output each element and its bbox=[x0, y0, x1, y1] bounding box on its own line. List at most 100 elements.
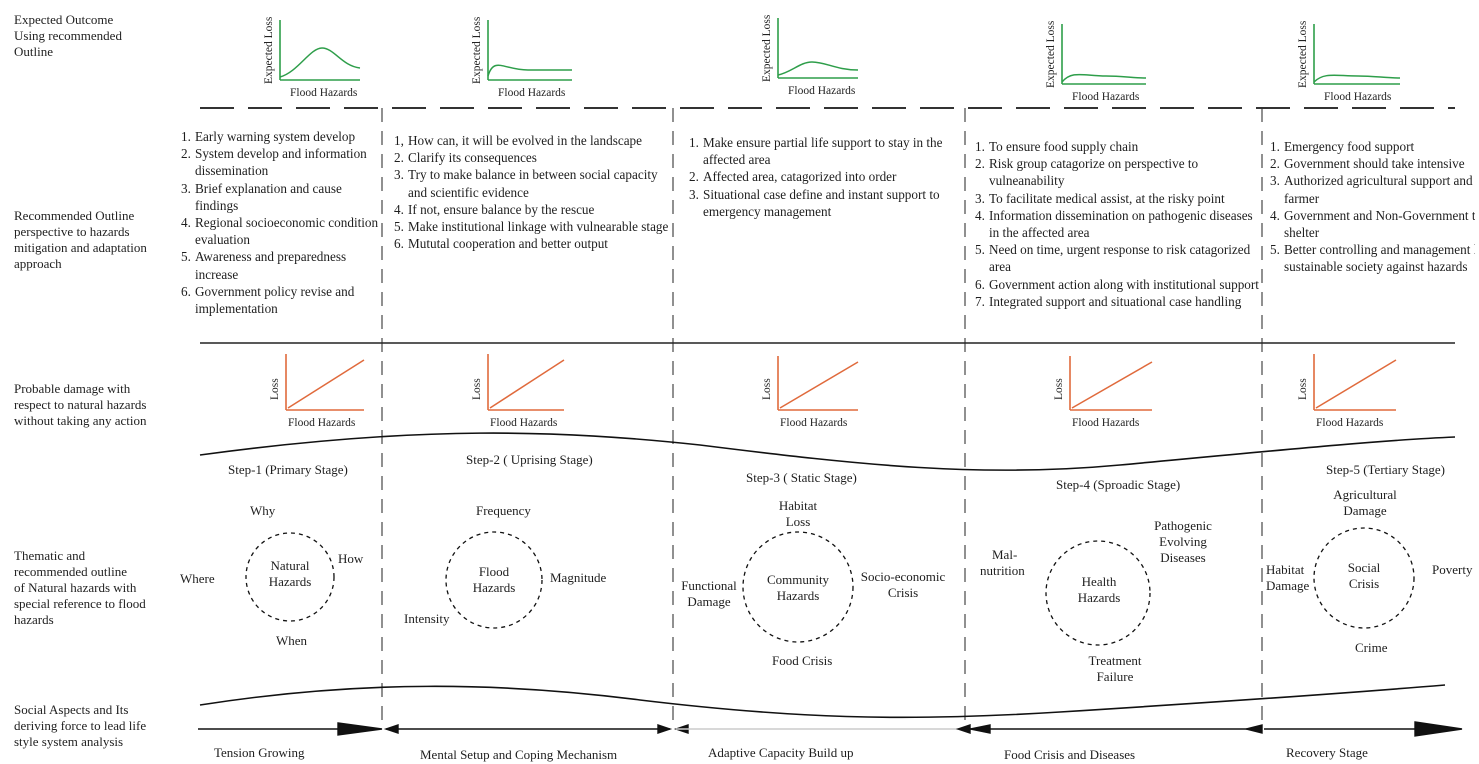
theme-circle-natural bbox=[245, 532, 335, 622]
list-item: 2. Affected area, catagorized into order bbox=[689, 169, 897, 185]
list-item: 1. Emergency food support bbox=[1270, 139, 1415, 154]
row-label-social-aspects: Social Aspects and Its deriving force to… bbox=[14, 702, 147, 749]
expected-chart-x-label: Flood Hazards bbox=[290, 87, 358, 99]
list-item: 6. Government action along with instituti… bbox=[975, 276, 1259, 292]
list-item: 5. Make institutional linkage with vulnea… bbox=[394, 219, 669, 235]
recommendation-list-2: 1, How can, it will be evolved in the lan… bbox=[394, 132, 670, 252]
theme-label-agricultural-damage: Agricultural Damage bbox=[1333, 487, 1397, 518]
damage-chart-y-label: Loss bbox=[1297, 378, 1309, 400]
damage-chart-line bbox=[287, 359, 365, 409]
list-item: 7. Integrated support and situational cas… bbox=[975, 293, 1242, 309]
expected-chart-1: Flood Hazards Expected Loss bbox=[263, 16, 361, 99]
expected-chart-5: Flood Hazards Expected Loss bbox=[1297, 20, 1401, 103]
recommendation-list-5: 1. Emergency food support 2. Government sh… bbox=[1270, 138, 1475, 276]
theme-label-treatment-failure: Treatment Failure bbox=[1088, 653, 1142, 684]
expected-chart-2: Flood Hazards Expected Loss bbox=[471, 16, 572, 99]
list-item: 3. Situational case define and instant su… bbox=[689, 186, 940, 219]
list-item: 2. Risk group catagorize on perspective t… bbox=[975, 156, 1199, 189]
damage-chart-x-label: Flood Hazards bbox=[490, 417, 558, 429]
damage-chart-y-label: Loss bbox=[471, 378, 483, 400]
list-item: 4.Government and Non-Government to build… bbox=[1270, 207, 1475, 241]
list-item: 4. Regional socioeconomic condition evalu… bbox=[181, 215, 379, 248]
expected-chart-y-label: Expected Loss bbox=[263, 16, 275, 84]
expected-chart-curve bbox=[279, 47, 361, 78]
row-label-expected-outcome: Expected Outcome Using recommended Outli… bbox=[14, 12, 122, 59]
column-separators bbox=[381, 108, 1263, 728]
theme-label-when: When bbox=[276, 633, 308, 648]
damage-chart-5: Flood Hazards Loss bbox=[1297, 354, 1397, 429]
expected-chart-curve bbox=[487, 64, 572, 77]
damage-chart-4: Flood Hazards Loss bbox=[1053, 356, 1153, 429]
theme-label-functional-damage: Functional Damage bbox=[681, 578, 737, 609]
damage-chart-y-label: Loss bbox=[269, 378, 281, 400]
theme-circle-social bbox=[1313, 527, 1415, 629]
theme-label-why: Why bbox=[250, 503, 276, 518]
list-item: 1, How can, it will be evolved in the lan… bbox=[394, 133, 643, 148]
list-item: 3.Authorized agricultural support and in… bbox=[1270, 173, 1475, 206]
list-item: 2. System develop and information dissemi… bbox=[181, 146, 367, 179]
stage-wave-curve bbox=[199, 432, 1456, 472]
expected-outcome-charts: Flood Hazards Expected Loss Flood Hazards E… bbox=[263, 14, 1401, 103]
damage-chart-y-label: Loss bbox=[761, 378, 773, 400]
step-label-5: Step-5 (Tertiary Stage) bbox=[1326, 462, 1445, 477]
expected-chart-4: Flood Hazards Expected Loss bbox=[1045, 20, 1147, 103]
expected-chart-y-label: Expected Loss bbox=[1045, 20, 1057, 88]
theme-label-habitat-damage: Habitat Damage bbox=[1266, 562, 1310, 593]
list-item: 4. Information dissemination on pathogeni… bbox=[975, 207, 1253, 241]
damage-charts: Flood Hazards Loss Flood Hazards Loss Flood … bbox=[269, 354, 1397, 429]
damage-chart-x-label: Flood Hazards bbox=[780, 417, 848, 429]
list-item: 3. Try to make balance in between social … bbox=[394, 167, 658, 200]
list-item: 1. Early warning system develop bbox=[181, 129, 356, 144]
theme-label-food-crisis: Food Crisis bbox=[772, 653, 833, 668]
theme-center-community: Community Hazards bbox=[766, 572, 830, 603]
aspect-label-4: Food Crisis and Diseases bbox=[1004, 747, 1136, 762]
list-item: 3. Brief explanation and cause findings bbox=[181, 180, 342, 213]
theme-label-magnitude: Magnitude bbox=[550, 570, 607, 585]
expected-chart-y-label: Expected Loss bbox=[1297, 20, 1309, 88]
step-label-2: Step-2 ( Uprising Stage) bbox=[466, 452, 593, 467]
damage-chart-x-label: Flood Hazards bbox=[1072, 417, 1140, 429]
aspect-label-5: Recovery Stage bbox=[1286, 745, 1368, 760]
damage-chart-1: Flood Hazards Loss bbox=[269, 354, 365, 429]
row-label-probable-damage: Probable damage with respect to natural … bbox=[14, 381, 147, 428]
list-item: 1. Make ensure partial life support to st… bbox=[689, 135, 943, 168]
recommendation-list-1: 1. Early warning system develop 2. System … bbox=[181, 128, 381, 317]
theme-label-intensity: Intensity bbox=[404, 611, 450, 626]
recommendation-list-4: 1. To ensure food supply chain 2. Risk gro… bbox=[975, 138, 1265, 310]
theme-center-health: Health Hazards bbox=[1077, 574, 1121, 605]
row-label-recommended-outline: Recommended Outline perspective to hazar… bbox=[14, 208, 147, 271]
expected-chart-curve bbox=[777, 61, 859, 76]
list-item: 6. Mututal cooperation and better output bbox=[394, 236, 608, 252]
damage-chart-x-label: Flood Hazards bbox=[1316, 417, 1384, 429]
social-wave-curve bbox=[199, 684, 1446, 719]
theme-center-social: Social Crisis bbox=[1347, 560, 1381, 591]
theme-circle-health bbox=[1045, 540, 1151, 646]
theme-label-pathogenic-diseases: Pathogenic Evolving Diseases bbox=[1154, 518, 1212, 565]
theme-label-poverty: Poverty bbox=[1432, 562, 1473, 577]
expected-chart-curve bbox=[1061, 73, 1147, 83]
theme-label-where: Where bbox=[180, 571, 215, 586]
row-label-thematic-outline: Thematic and recommended outline of Natu… bbox=[14, 548, 146, 627]
theme-circle-flood bbox=[445, 531, 543, 629]
list-item: 2. Government should take intensive bbox=[1270, 156, 1465, 172]
aspect-label-1: Tension Growing bbox=[214, 745, 305, 760]
expected-chart-x-label: Flood Hazards bbox=[788, 85, 856, 97]
expected-chart-x-label: Flood Hazards bbox=[1072, 91, 1140, 103]
aspect-label-3: Adaptive Capacity Build up bbox=[708, 745, 854, 760]
recommendation-list-3: 1. Make ensure partial life support to st… bbox=[689, 134, 961, 220]
damage-chart-y-label: Loss bbox=[1053, 378, 1065, 400]
list-item: 5.Better controlling and management lead… bbox=[1270, 242, 1475, 275]
expected-chart-x-label: Flood Hazards bbox=[498, 87, 566, 99]
damage-chart-line bbox=[1071, 361, 1153, 409]
step-label-1: Step-1 (Primary Stage) bbox=[228, 462, 348, 477]
damage-chart-line bbox=[1315, 359, 1397, 409]
list-item: 6. Government policy revise and implement… bbox=[181, 283, 355, 317]
step-label-4: Step-4 (Sproadic Stage) bbox=[1056, 477, 1181, 492]
step-label-3: Step-3 ( Static Stage) bbox=[746, 470, 857, 485]
theme-label-crime: Crime bbox=[1355, 640, 1388, 655]
damage-chart-3: Flood Hazards Loss bbox=[761, 356, 859, 429]
theme-label-habitat-loss: Habitat Loss bbox=[778, 498, 818, 529]
damage-chart-line bbox=[489, 359, 565, 409]
list-item: 5. Awareness and preparedness increase bbox=[181, 249, 347, 282]
